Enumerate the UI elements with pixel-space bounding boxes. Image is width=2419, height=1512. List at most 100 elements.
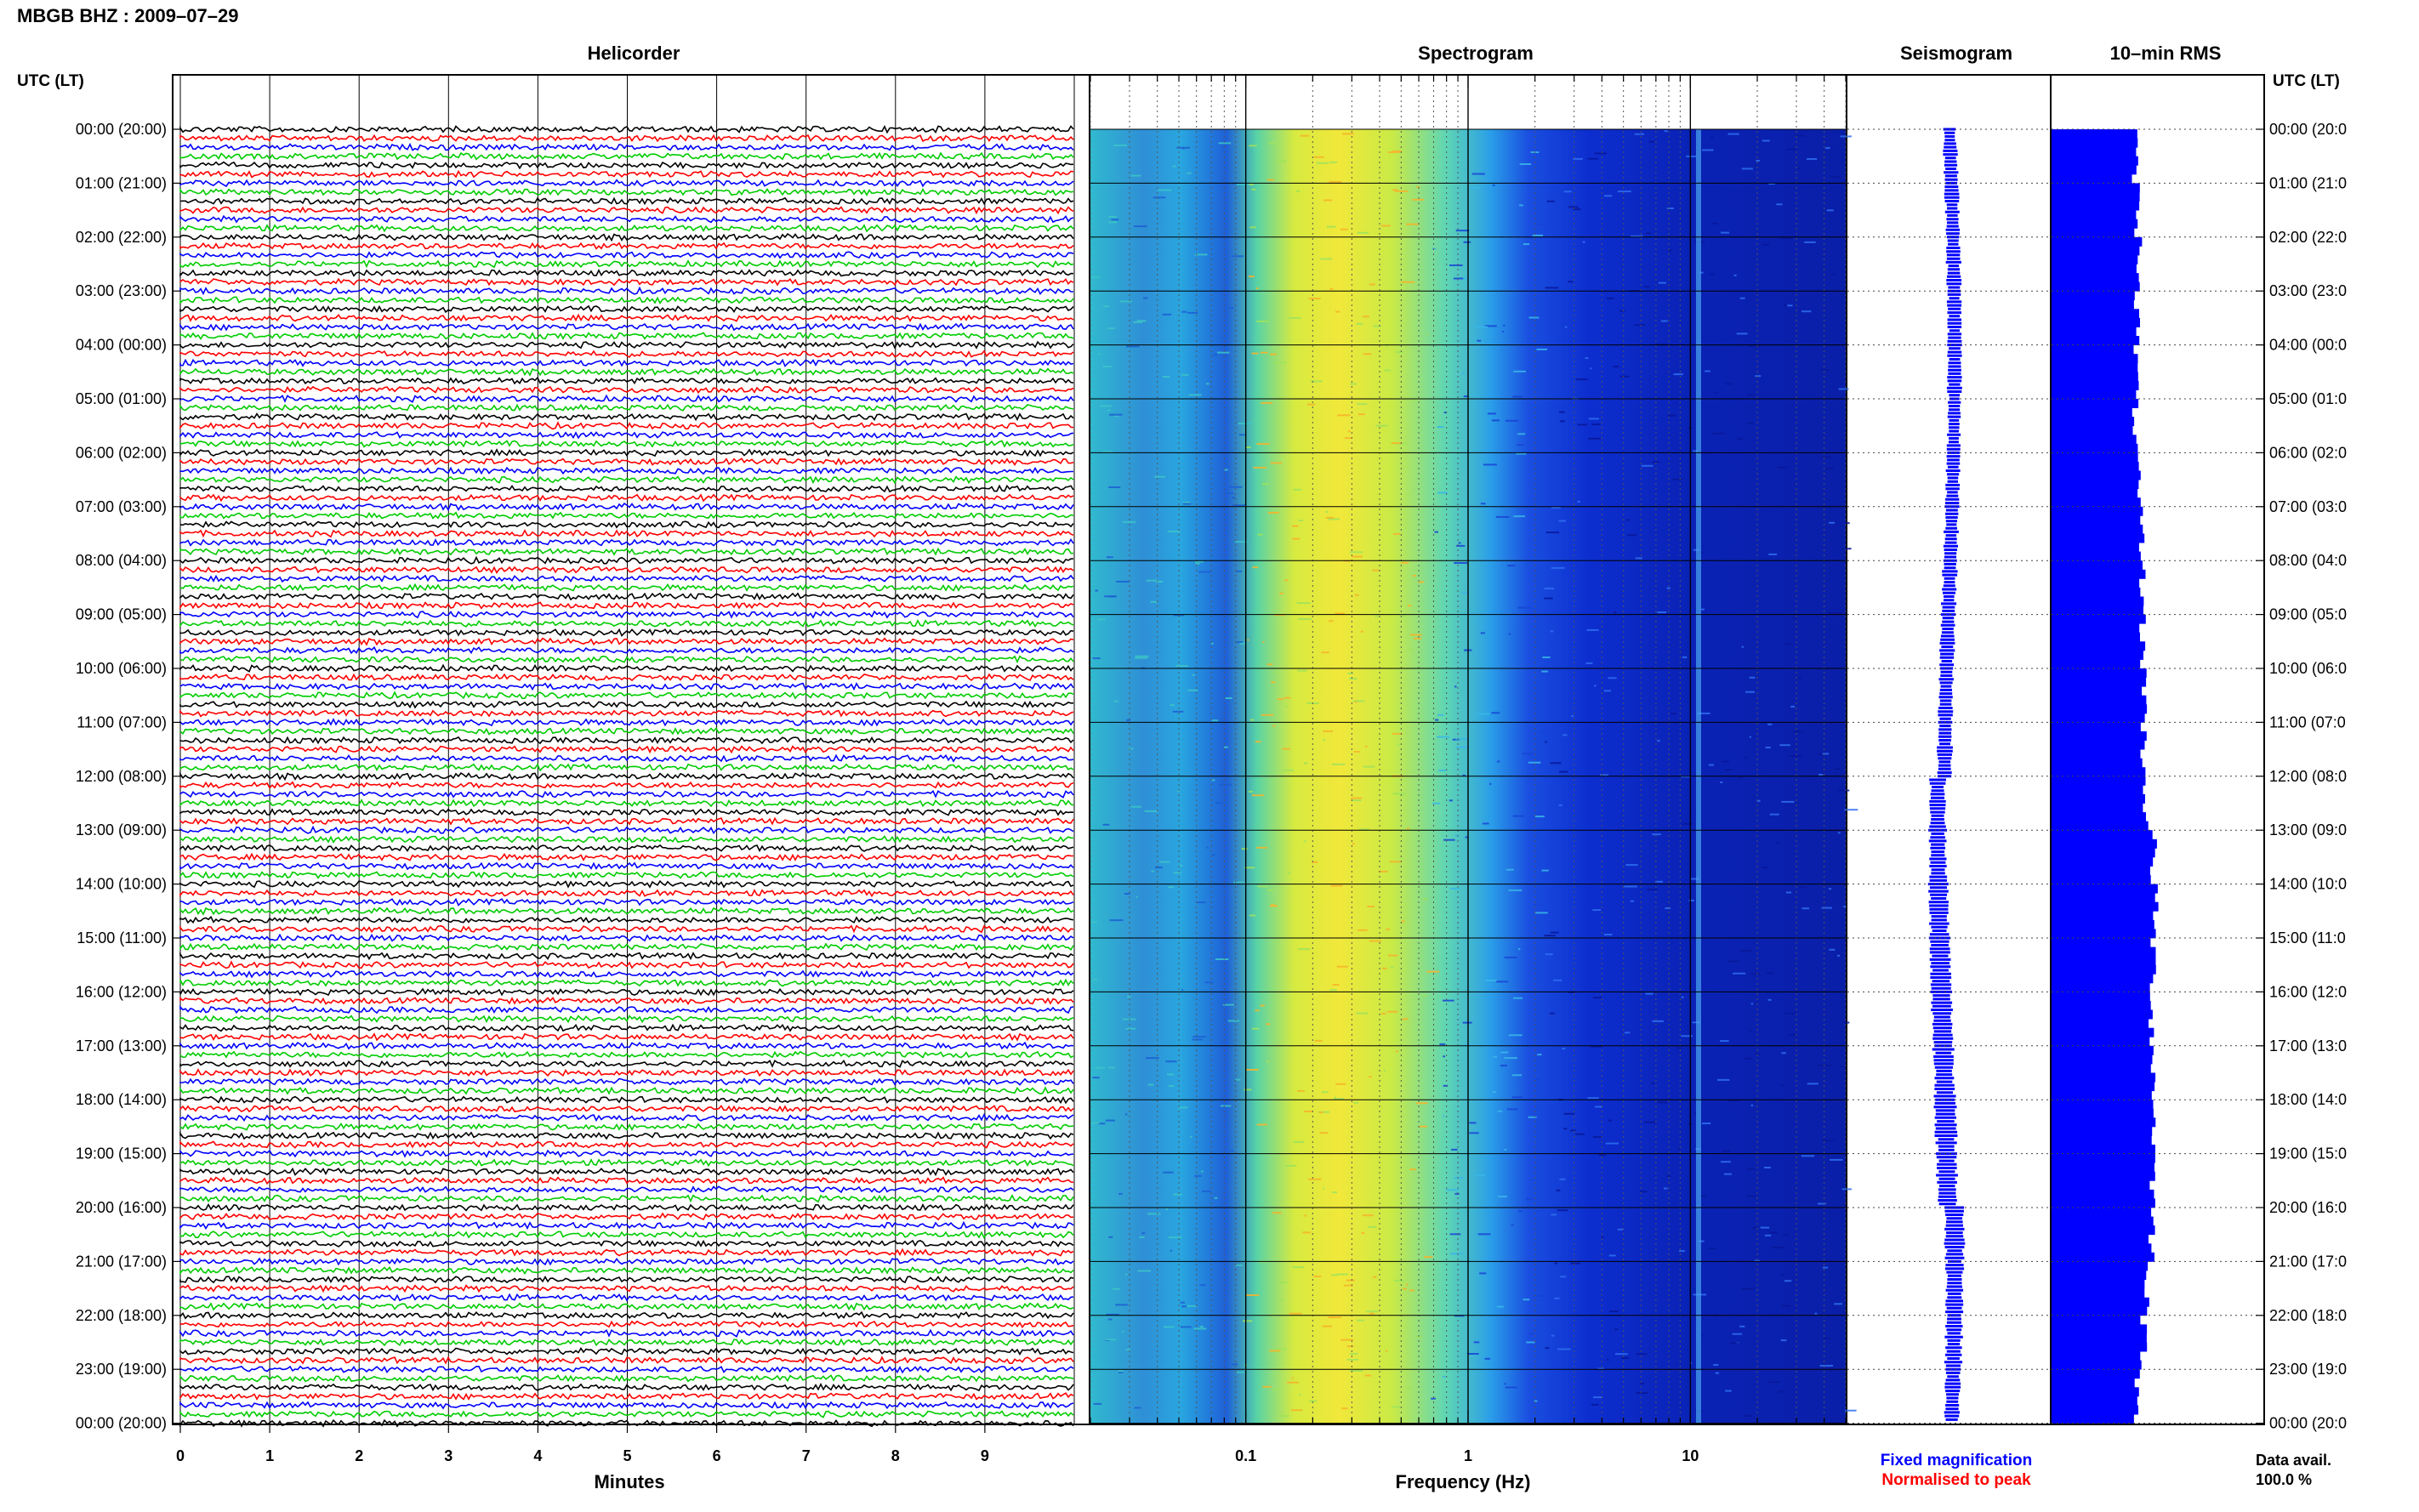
spectrogram-speckle (1780, 1339, 1787, 1342)
right-time-label: 18:00 (14:0 (2269, 1091, 2347, 1108)
spectrogram-speckle (1608, 677, 1617, 679)
spectrogram-speckle (1328, 518, 1340, 520)
spectrogram-speckle (1516, 452, 1527, 455)
spectrogram-speckle (1204, 981, 1214, 984)
spectrogram-speckle (1421, 994, 1427, 997)
spectrogram-speckle (1221, 1105, 1232, 1107)
spectrogram-speckle (1553, 979, 1562, 981)
spectrogram-speckle (1573, 157, 1583, 160)
rms-bar (2052, 551, 2141, 561)
spectrogram-speckle (1150, 600, 1158, 603)
rms-bar (2052, 515, 2141, 526)
helicorder-trace (179, 1275, 1074, 1284)
spectrogram-speckle (1272, 725, 1276, 727)
spectrogram-speckle (1544, 597, 1553, 600)
spectrogram-speckle (1090, 921, 1097, 924)
spectrogram-speckle (1618, 190, 1631, 193)
rms-bar (2052, 488, 2138, 498)
spectrogram-speckle (1619, 310, 1625, 312)
helicorder-trace (179, 1113, 1074, 1123)
spectrogram-speckle (1313, 156, 1324, 158)
spectrogram-speckle (1636, 1392, 1648, 1394)
spectrogram-speckle (1229, 486, 1243, 488)
spectrogram-speckle (1134, 225, 1147, 228)
spectrogram-speckle (1172, 165, 1176, 168)
rms-bar (2052, 236, 2143, 247)
spectrogram-speckle (1571, 715, 1574, 718)
helicorder-trace (179, 1293, 1074, 1302)
spectrogram-speckle (1167, 1073, 1175, 1076)
spectrogram-speckle (1407, 827, 1409, 830)
spectrogram-speckle (1438, 770, 1446, 771)
helicorder-trace (179, 789, 1074, 799)
helicorder-trace (179, 753, 1074, 763)
spectrogram-speckle (1239, 642, 1247, 645)
helicorder-trace (179, 1374, 1074, 1383)
spectrogram-speckle (1488, 412, 1496, 415)
spectrogram-speckle (1818, 753, 1823, 755)
rms-bar (2052, 183, 2140, 193)
spectrogram-speckle (1492, 184, 1495, 186)
spectrogram-speckle (1170, 1249, 1172, 1252)
helicorder-trace (179, 727, 1074, 736)
spectrogram-speckle (1176, 146, 1191, 149)
spectrogram-speckle (1822, 1140, 1836, 1142)
spectrogram-speckle (1551, 1214, 1557, 1216)
spectrogram-speckle (1807, 1083, 1819, 1085)
spectrogram-speckle (1784, 1012, 1796, 1015)
spectrogram-speckle (1558, 804, 1562, 806)
helicorder-trace (179, 1105, 1074, 1113)
spectrogram-speckle (1356, 322, 1363, 325)
spectrogram-speckle (1192, 674, 1195, 676)
helicorder-trace (179, 924, 1074, 934)
right-time-label: 06:00 (02:0 (2269, 444, 2347, 461)
helicorder-trace (179, 1149, 1074, 1158)
rms-bar (2052, 399, 2139, 408)
rms-bar (2052, 228, 2135, 238)
spectrogram-speckle (1788, 755, 1802, 757)
spectrogram-speckle (1122, 1330, 1124, 1333)
helicorder-trace (179, 1302, 1074, 1311)
spectrogram-speckle (1585, 357, 1589, 360)
spectrogram-speckle (1522, 753, 1535, 755)
spectrogram-speckle (1109, 413, 1123, 416)
spectrogram-speckle (1252, 566, 1259, 569)
spectrogram-speckle (1249, 719, 1255, 721)
spectrogram-speckle (1559, 1178, 1566, 1180)
spectrogram-speckle (1154, 475, 1166, 478)
spectrogram-speckle (1508, 1034, 1523, 1037)
helicorder-trace (179, 340, 1074, 350)
spectrogram-speckle (1426, 970, 1440, 973)
spectrogram-speckle (1693, 450, 1698, 452)
spectrogram-speckle (1244, 1089, 1252, 1091)
spectrogram-speckle (1313, 1276, 1322, 1277)
spectrogram-speckle (1108, 1236, 1113, 1238)
spectrogram-speckle (1375, 615, 1379, 617)
spectrogram-speckle (1828, 888, 1832, 890)
helicorder-trace (179, 1086, 1074, 1095)
spectrogram-speckle (1655, 880, 1663, 883)
helicorder-trace (179, 537, 1074, 547)
spectrogram-speckle (1401, 920, 1405, 923)
spectrogram-speckle (1112, 220, 1117, 223)
left-time-label: 05:00 (01:00) (76, 390, 167, 407)
right-time-label: 05:00 (01:0 (2269, 390, 2347, 407)
spectrogram-speckle (1437, 492, 1449, 494)
spectrogram-speckle (1819, 1365, 1834, 1367)
spectrogram-speckle (1115, 1304, 1128, 1306)
spectrogram-speckle (1600, 774, 1608, 776)
spectrogram-speckle (1837, 789, 1850, 792)
spectrogram-speckle (1334, 1096, 1336, 1099)
spectrogram-speckle (1215, 802, 1225, 804)
spectrogram-speckle (1292, 1266, 1305, 1269)
rms-bar (2052, 982, 2150, 992)
spectrogram-speckle (1621, 1356, 1630, 1359)
spectrogram-speckle (1266, 663, 1273, 666)
spectrogram-speckle (1231, 1363, 1238, 1366)
rms-bar (2052, 480, 2139, 490)
spectrogram-speckle (1346, 1279, 1355, 1282)
spectrogram-speckle (1594, 152, 1608, 155)
spectrogram-speckle (1092, 978, 1097, 981)
spectrogram-speckle (1837, 954, 1840, 957)
spectrogram-speckle (1519, 163, 1532, 165)
